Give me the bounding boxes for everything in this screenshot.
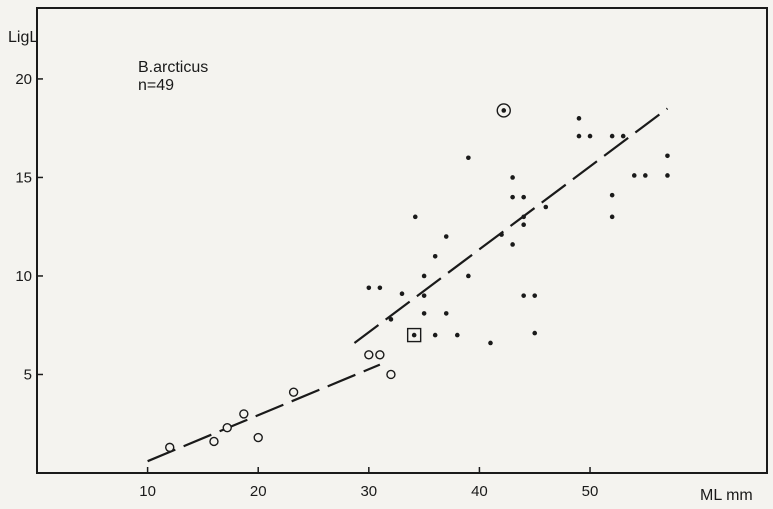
x-axis-label: ML mm bbox=[700, 487, 753, 504]
x-tick-label: 50 bbox=[582, 483, 599, 500]
dot-point bbox=[432, 332, 438, 338]
fit-line bbox=[147, 363, 381, 463]
dot-point bbox=[510, 175, 515, 180]
data-points bbox=[165, 103, 670, 453]
open-circle-point bbox=[222, 422, 232, 433]
dot-point bbox=[499, 232, 504, 237]
dot-point bbox=[665, 153, 670, 159]
dot-point bbox=[532, 330, 538, 336]
dot-point bbox=[576, 133, 582, 139]
dot-point bbox=[510, 242, 515, 247]
dot-point bbox=[510, 194, 515, 200]
open-circle-point bbox=[209, 436, 219, 447]
dot-point bbox=[521, 222, 526, 228]
dot-point bbox=[443, 234, 449, 239]
dot-point bbox=[543, 204, 549, 210]
dot-point bbox=[587, 133, 593, 139]
dot-point bbox=[466, 273, 471, 279]
dot-point bbox=[521, 293, 526, 298]
x-tick-label: 30 bbox=[360, 483, 377, 500]
dot-point bbox=[388, 317, 394, 322]
y-tick-label: 20 bbox=[15, 71, 32, 88]
x-tick-label: 20 bbox=[250, 483, 267, 500]
dot-point bbox=[521, 194, 526, 200]
boxed-point-box bbox=[406, 327, 422, 343]
axis-ticks: 10 20 30 40 50 5 10 15 20 bbox=[15, 71, 598, 500]
dot-point bbox=[412, 214, 418, 220]
y-tick-label: 10 bbox=[15, 268, 32, 285]
dot-point bbox=[443, 311, 449, 316]
dot-point bbox=[609, 214, 615, 220]
circled-point bbox=[501, 108, 507, 113]
y-tick-label: 15 bbox=[15, 169, 32, 186]
open-circle-point bbox=[288, 387, 299, 397]
dot-point bbox=[620, 133, 626, 139]
dot-point bbox=[432, 253, 438, 259]
dot-point bbox=[421, 273, 427, 279]
open-circle-point bbox=[364, 350, 374, 360]
dot-point bbox=[366, 285, 372, 291]
x-tick-label: 40 bbox=[471, 483, 488, 500]
plot-border bbox=[36, 7, 768, 474]
dot-point bbox=[631, 173, 637, 178]
open-circle-point bbox=[239, 409, 249, 419]
y-tick-label: 5 bbox=[24, 366, 32, 383]
fit-lines bbox=[147, 107, 669, 463]
dot-point bbox=[576, 116, 582, 121]
dot-point bbox=[421, 311, 427, 316]
boxed-point bbox=[411, 332, 417, 338]
open-circle-point bbox=[375, 350, 385, 360]
fit-line bbox=[353, 107, 669, 344]
circled-point-ring bbox=[496, 103, 511, 118]
dot-point bbox=[377, 285, 383, 291]
dot-point bbox=[455, 332, 460, 338]
species-annotation: B.arcticus bbox=[138, 59, 208, 76]
dot-point bbox=[421, 293, 427, 298]
dot-point bbox=[609, 133, 615, 139]
dot-point bbox=[521, 214, 526, 220]
y-axis-label: LigL bbox=[8, 29, 38, 46]
dot-point bbox=[532, 293, 538, 298]
open-circle-point bbox=[253, 432, 263, 443]
dot-point bbox=[665, 173, 670, 178]
dot-point bbox=[488, 340, 493, 346]
x-tick-label: 10 bbox=[139, 483, 156, 500]
plot-frame bbox=[36, 7, 768, 474]
open-circle-point bbox=[386, 369, 396, 380]
dot-point bbox=[399, 291, 405, 296]
dot-point bbox=[609, 192, 615, 198]
open-circle-point bbox=[165, 442, 175, 453]
dot-point bbox=[466, 155, 471, 161]
sample-size-annotation: n=49 bbox=[138, 77, 174, 94]
dot-point bbox=[643, 173, 648, 178]
